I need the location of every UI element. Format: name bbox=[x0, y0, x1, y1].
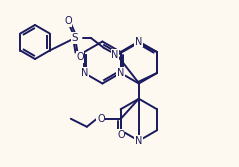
Text: N: N bbox=[111, 50, 119, 60]
Text: N: N bbox=[135, 136, 142, 146]
Text: O: O bbox=[76, 52, 84, 62]
Text: O: O bbox=[117, 130, 125, 140]
Text: N: N bbox=[81, 68, 88, 78]
Text: N: N bbox=[117, 68, 124, 78]
Text: O: O bbox=[64, 16, 72, 26]
Text: N: N bbox=[135, 37, 142, 46]
Text: O: O bbox=[97, 114, 105, 124]
Text: S: S bbox=[72, 33, 78, 43]
